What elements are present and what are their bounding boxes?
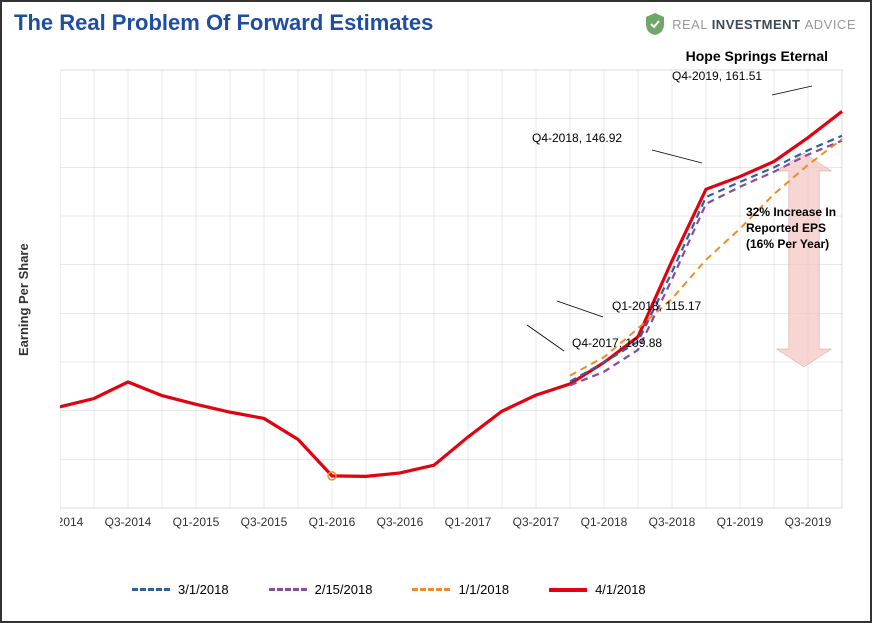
svg-text:Q1-2016: Q1-2016 bbox=[309, 515, 356, 529]
point-annotation: Q4-2017, 109.88 bbox=[572, 336, 662, 350]
point-annotation: Q1-2018, 115.17 bbox=[612, 299, 702, 313]
svg-text:Q1-2018: Q1-2018 bbox=[581, 515, 628, 529]
legend-swatch bbox=[412, 588, 450, 591]
chart-frame: The Real Problem Of Forward Estimates RE… bbox=[0, 0, 872, 623]
legend-swatch bbox=[269, 588, 307, 591]
legend-label: 3/1/2018 bbox=[178, 582, 229, 597]
shield-icon bbox=[644, 12, 666, 36]
leader-line bbox=[527, 325, 564, 351]
hope-annotation: Hope Springs Eternal bbox=[686, 48, 828, 64]
legend: 3/1/2018 2/15/2018 1/1/2018 4/1/2018 bbox=[132, 582, 646, 597]
leader-line bbox=[652, 150, 702, 163]
legend-item: 4/1/2018 bbox=[549, 582, 646, 597]
series-line bbox=[60, 111, 842, 476]
svg-text:Q3-2014: Q3-2014 bbox=[105, 515, 152, 529]
svg-text:Q3-2015: Q3-2015 bbox=[241, 515, 288, 529]
brand-word-2: INVESTMENT bbox=[712, 17, 805, 32]
leader-line bbox=[557, 301, 603, 317]
legend-label: 1/1/2018 bbox=[458, 582, 509, 597]
brand-logo: REAL INVESTMENT ADVICE bbox=[644, 12, 856, 36]
svg-text:Q1-2019: Q1-2019 bbox=[717, 515, 764, 529]
legend-item: 2/15/2018 bbox=[269, 582, 373, 597]
brand-text: REAL INVESTMENT ADVICE bbox=[672, 17, 856, 32]
chart-title: The Real Problem Of Forward Estimates bbox=[14, 10, 433, 36]
svg-text:Q3-2018: Q3-2018 bbox=[649, 515, 696, 529]
legend-swatch bbox=[549, 588, 587, 592]
leader-line bbox=[772, 86, 812, 95]
legend-swatch bbox=[132, 588, 170, 591]
svg-text:Q1-2015: Q1-2015 bbox=[173, 515, 220, 529]
point-annotation: Q4-2018, 146.92 bbox=[532, 131, 622, 145]
callout-text: 32% Increase InReported EPS(16% Per Year… bbox=[746, 205, 836, 251]
brand-word-3: ADVICE bbox=[805, 17, 856, 32]
svg-text:Q3-2019: Q3-2019 bbox=[785, 515, 832, 529]
brand-word-1: REAL bbox=[672, 17, 712, 32]
legend-item: 1/1/2018 bbox=[412, 582, 509, 597]
svg-text:Q1-2014: Q1-2014 bbox=[60, 515, 84, 529]
y-axis-label: Earning Per Share bbox=[16, 243, 31, 356]
plot-area: 80.0090.00100.00110.00120.00130.00140.00… bbox=[60, 66, 850, 536]
legend-label: 4/1/2018 bbox=[595, 582, 646, 597]
point-annotation: Q4-2019, 161.51 bbox=[672, 69, 762, 83]
svg-text:Q3-2016: Q3-2016 bbox=[377, 515, 424, 529]
legend-item: 3/1/2018 bbox=[132, 582, 229, 597]
svg-text:Q3-2017: Q3-2017 bbox=[513, 515, 560, 529]
svg-text:Q1-2017: Q1-2017 bbox=[445, 515, 492, 529]
legend-label: 2/15/2018 bbox=[315, 582, 373, 597]
